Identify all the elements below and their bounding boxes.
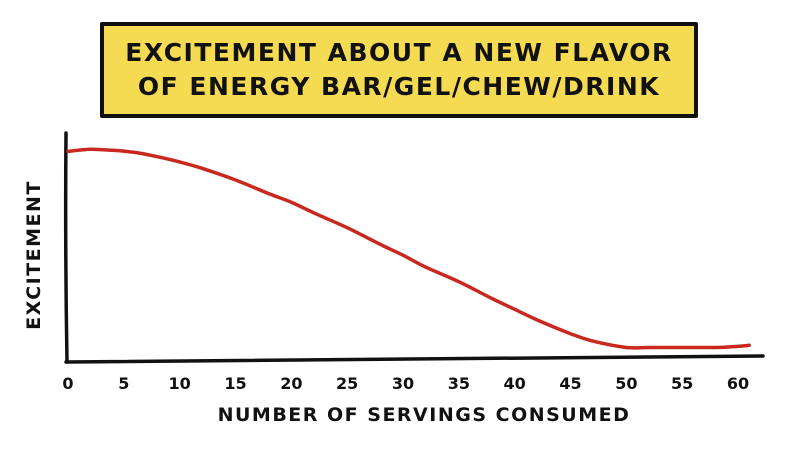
chart-title-line-2: OF ENERGY BAR/GEL/CHEW/DRINK <box>137 72 661 101</box>
x-tick-label: 45 <box>559 374 581 393</box>
chart-title-box: EXCITEMENT ABOUT A NEW FLAVOR OF ENERGY … <box>100 22 698 118</box>
x-tick-label: 20 <box>280 374 302 393</box>
x-tick-label: 35 <box>448 374 470 393</box>
chart-title-line-1: EXCITEMENT ABOUT A NEW FLAVOR <box>125 38 673 67</box>
x-tick-label: 55 <box>671 374 693 393</box>
y-axis-line <box>63 131 69 364</box>
x-tick-label: 40 <box>504 374 526 393</box>
chart-axes <box>63 131 765 364</box>
series-line <box>66 147 751 350</box>
x-tick-label: 0 <box>62 374 73 393</box>
x-tick-label: 5 <box>118 374 129 393</box>
x-tick-labels: 0 5 10 15 20 25 30 35 40 45 50 55 60 <box>62 374 749 393</box>
y-axis-label: EXCITEMENT <box>23 180 45 330</box>
x-axis-line <box>64 354 765 364</box>
x-tick-label: 15 <box>224 374 246 393</box>
x-tick-label: 60 <box>727 374 749 393</box>
x-tick-label: 50 <box>615 374 637 393</box>
x-tick-label: 30 <box>392 374 414 393</box>
x-tick-label: 25 <box>336 374 358 393</box>
x-tick-label: 10 <box>169 374 191 393</box>
x-axis-label: NUMBER OF SERVINGS CONSUMED <box>218 404 631 426</box>
